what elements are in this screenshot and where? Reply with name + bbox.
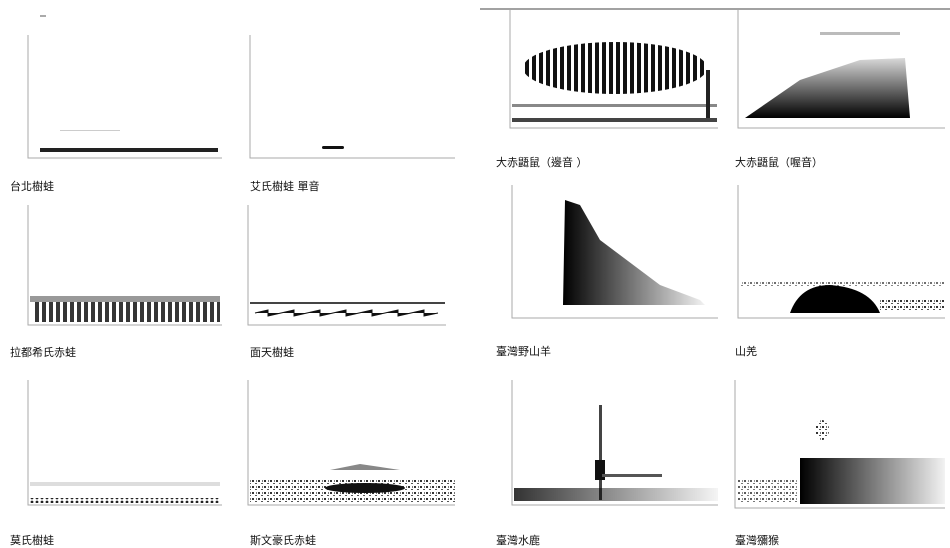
spectrogram (247, 380, 455, 506)
spectrogram (509, 10, 718, 129)
caption: 斯文豪氏赤蛙 (250, 533, 316, 547)
caption: 艾氏樹蛙 單音 (250, 179, 320, 193)
caption: 大赤鼯鼠（邊音 ） (496, 155, 588, 169)
spectrogram (27, 380, 222, 506)
caption: 臺灣水鹿 (496, 533, 540, 547)
spectrogram (27, 35, 222, 159)
caption: 莫氏樹蛙 (10, 534, 54, 547)
caption: 拉都希氏赤蛙 (10, 345, 76, 359)
spectrogram (511, 380, 718, 506)
caption: 台北樹蛙 (10, 179, 54, 193)
caption: 大赤鼯鼠（喔音） (735, 155, 823, 169)
caption: 面天樹蛙 (250, 346, 294, 359)
spectrogram (27, 205, 222, 326)
caption: 山羌 (735, 345, 757, 358)
spectrogram (247, 205, 446, 326)
spectrogram (249, 35, 455, 159)
spectrogram (737, 185, 945, 319)
spectrogram (737, 10, 945, 129)
caption: 臺灣獼猴 (735, 533, 779, 547)
caption: 臺灣野山羊 (496, 344, 551, 358)
spectrogram (734, 380, 945, 509)
spectrogram (511, 185, 718, 319)
